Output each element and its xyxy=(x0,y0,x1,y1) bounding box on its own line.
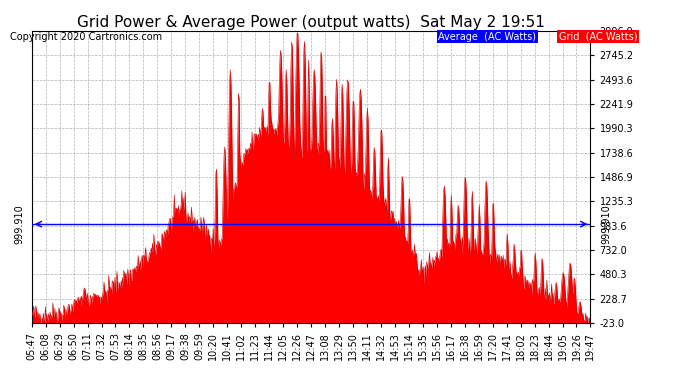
Text: Grid  (AC Watts): Grid (AC Watts) xyxy=(559,32,638,42)
Title: Grid Power & Average Power (output watts)  Sat May 2 19:51: Grid Power & Average Power (output watts… xyxy=(77,15,545,30)
Text: Average  (AC Watts): Average (AC Watts) xyxy=(438,32,536,42)
Text: Copyright 2020 Cartronics.com: Copyright 2020 Cartronics.com xyxy=(10,32,162,42)
Text: 999.910: 999.910 xyxy=(602,204,611,244)
Text: 999.910: 999.910 xyxy=(14,204,25,244)
